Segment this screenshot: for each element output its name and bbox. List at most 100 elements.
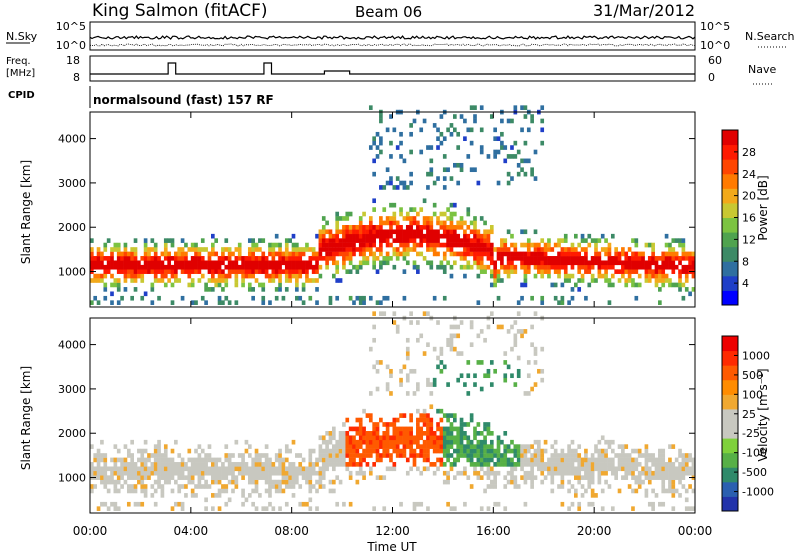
data-cell [540,256,545,261]
data-cell [291,251,296,257]
data-cell [174,501,178,507]
data-cell [153,273,158,279]
data-cell [563,273,568,279]
data-cell [379,216,383,221]
data-cell [426,342,430,348]
data-cell [274,242,279,248]
data-cell [318,256,323,261]
data-cell [221,470,225,476]
data-cell [584,488,588,494]
data-cell [530,242,534,248]
data-cell [426,229,430,235]
data-cell [123,457,128,463]
data-cell [486,256,491,261]
data-cell [449,216,454,221]
data-cell [264,462,269,467]
data-cell [510,373,514,379]
data-cell [187,448,192,454]
data-cell [493,368,497,374]
data-cell [533,311,538,316]
data-cell [301,475,306,480]
data-cell [231,462,235,467]
data-cell [412,233,417,239]
data-cell [496,324,501,330]
data-cell [439,114,444,119]
data-cell [416,426,420,432]
data-cell [274,264,279,270]
data-cell [422,256,427,261]
data-cell [372,171,376,177]
data-cell [469,320,474,325]
data-cell [278,484,282,489]
data-cell [211,273,215,279]
data-cell [258,493,262,498]
data-cell [261,453,266,458]
data-cell [133,462,138,467]
data-cell [429,242,434,248]
data-cell [395,220,400,226]
data-cell [479,448,484,454]
data-cell [308,497,313,503]
data-cell [345,256,350,261]
data-cell [224,457,229,463]
data-cell [439,431,444,436]
data-cell [479,149,484,155]
data-cell [584,269,588,274]
data-cell [563,457,568,463]
data-cell [493,278,497,283]
data-cell [429,225,434,230]
data-cell [355,229,360,235]
data-cell [301,300,306,305]
data-cell [241,457,245,463]
data-cell [526,470,531,476]
data-cell [284,466,289,472]
data-cell [567,448,571,454]
data-cell [348,444,353,449]
data-cell [409,368,413,374]
data-cell [594,457,598,463]
data-cell [372,256,376,261]
data-cell [221,287,225,292]
data-cell [664,264,669,270]
data-cell [409,247,413,252]
colorbar-tick-label: 20 [742,190,756,203]
data-cell [348,238,353,243]
data-cell [489,311,494,316]
data-cell [372,324,376,330]
data-cell [530,256,534,261]
data-cell [405,247,410,252]
data-cell [335,269,340,274]
data-cell [537,457,541,463]
data-cell [560,462,565,467]
data-cell [271,251,276,257]
data-cell [456,431,461,436]
data-cell [100,273,104,279]
data-cell [449,123,454,128]
data-cell [469,238,474,243]
data-cell [590,479,595,485]
data-cell [211,457,215,463]
data-cell [681,256,686,261]
data-cell [160,260,165,266]
data-cell [237,470,242,476]
data-cell [368,229,373,235]
data-cell [100,264,104,270]
data-cell [456,333,461,339]
data-cell [298,251,303,257]
data-cell [523,229,528,235]
data-cell [506,457,511,463]
data-cell [204,264,208,270]
data-cell [429,220,434,226]
data-cell [318,453,323,458]
data-cell [476,238,481,243]
data-cell [584,466,588,472]
data-cell [671,260,676,266]
data-cell [113,260,118,266]
data-cell [476,457,481,463]
data-cell [318,229,323,235]
data-cell [466,453,471,458]
data-cell [671,488,676,494]
data-cell [442,225,447,230]
data-cell [399,180,403,186]
data-cell [436,422,440,427]
